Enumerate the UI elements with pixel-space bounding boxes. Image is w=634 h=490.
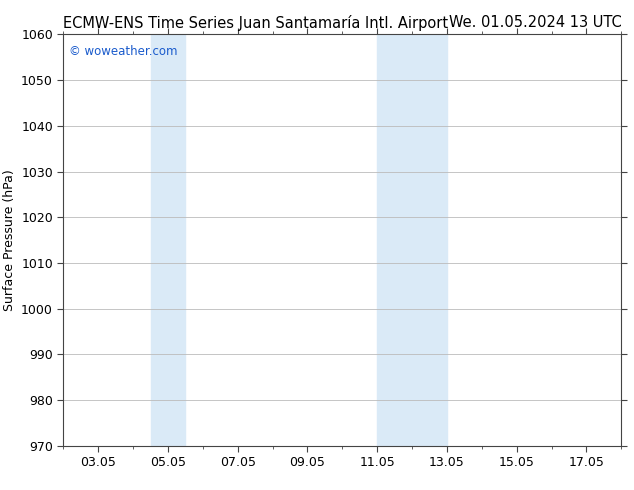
- Y-axis label: Surface Pressure (hPa): Surface Pressure (hPa): [3, 169, 16, 311]
- Bar: [150, 34, 185, 446]
- Text: We. 01.05.2024 13 UTC: We. 01.05.2024 13 UTC: [449, 15, 621, 30]
- Text: ECMW-ENS Time Series Juan Santamaría Intl. Airport: ECMW-ENS Time Series Juan Santamaría Int…: [63, 15, 448, 31]
- Bar: [377, 34, 447, 446]
- Text: © woweather.com: © woweather.com: [69, 45, 178, 58]
